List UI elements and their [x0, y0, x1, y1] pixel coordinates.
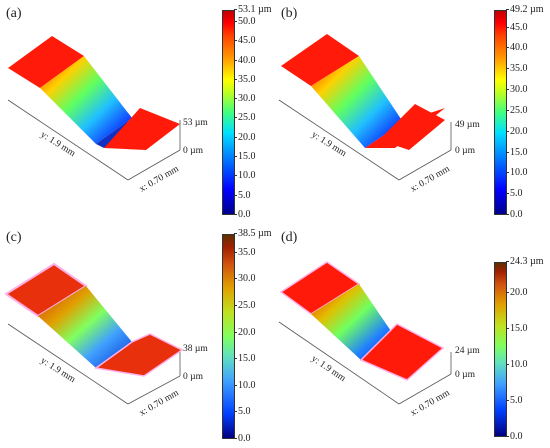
colorbar-tick-label: 35.0: [234, 246, 256, 258]
colorbar-tick-label: 10.0: [234, 170, 256, 182]
lower-plateau: [104, 108, 180, 150]
colorbar-tick-label: 25.0: [234, 112, 256, 124]
colorbar-tick-label: 0.0: [506, 209, 523, 220]
colorbar-tick-label: 10.0: [234, 379, 256, 391]
axis-x-line: [127, 149, 181, 181]
axis-x-line: [127, 375, 181, 405]
colorbar-tick-label: 5.0: [506, 394, 523, 406]
colorbar-tick-label: 40.0: [234, 54, 256, 66]
panel-label: (d): [281, 230, 298, 245]
colorbar-tick-label: 49.2 µm: [506, 4, 544, 15]
colorbar-tick-label: 20.0: [506, 125, 528, 137]
slope-surface: [311, 284, 393, 360]
colorbar-tick-label: 24.3 µm: [506, 256, 544, 267]
slope-surface: [38, 286, 132, 368]
z-bottom-label: 0 µm: [455, 146, 475, 156]
axis-x-line: [398, 149, 452, 181]
colorbar: [222, 234, 235, 439]
colorbar-tick-label: 10.0: [506, 167, 528, 179]
colorbar-tick-label: 5.0: [234, 406, 251, 418]
colorbar-tick-label: 38.5 µm: [234, 228, 272, 239]
slope-surface: [40, 56, 132, 144]
panel-label: (c): [6, 230, 22, 245]
colorbar: [494, 262, 507, 437]
surface-plot: [4, 262, 184, 405]
surface-plot: [7, 36, 181, 181]
axis-y-line: [7, 99, 129, 181]
colorbar-tick-label: 30.0: [234, 93, 256, 105]
colorbar-tick-label: 15.0: [234, 353, 256, 365]
colorbar-tick-label: 25.0: [234, 299, 256, 311]
colorbar-tick-label: 40.0: [506, 42, 528, 54]
colorbar-tick-label: 10.0: [506, 358, 528, 370]
colorbar-tick-label: 35.0: [506, 63, 528, 75]
axis-y-line: [7, 323, 129, 405]
colorbar: [222, 10, 235, 215]
colorbar: [494, 10, 507, 215]
panel-b: (b) 49.2 µm 45.0 40.0 35.0 30.0 25.0 20.0 15.0 1…: [275, 0, 550, 224]
lower-plateau: [94, 333, 184, 377]
axis-x-line: [398, 373, 452, 405]
z-bottom-label: 0 µm: [455, 370, 475, 380]
colorbar-tick-label: 20.0: [234, 131, 256, 143]
colorbar-tick-label: 30.0: [506, 84, 528, 95]
colorbar-tick-label: 20.0: [506, 286, 528, 298]
upper-plateau: [8, 36, 84, 88]
colorbar-tick-label: 53.1 µm: [234, 4, 272, 15]
z-top-label: 24 µm: [455, 346, 480, 356]
z-top-label: 49 µm: [455, 120, 480, 130]
axis-y-line: [278, 321, 400, 405]
colorbar-tick-label: 15.0: [234, 151, 256, 163]
surface-plot: [278, 34, 452, 181]
colorbar-tick-label: 20.0: [234, 326, 256, 338]
colorbar-tick-label: 0.0: [234, 209, 251, 220]
lower-plateau-top: [379, 104, 445, 150]
colorbar-tick-label: 0.0: [234, 433, 251, 444]
colorbar-tick-label: 45.0: [234, 35, 256, 47]
z-bottom-label: 0 µm: [183, 146, 203, 156]
surface-plot: [278, 261, 452, 405]
colorbar-tick-label: 35.0: [234, 73, 256, 85]
axis-y-line: [278, 99, 400, 181]
panel-label: (a): [6, 6, 22, 21]
colorbar-tick-label: 30.0: [234, 273, 256, 285]
panel-label: (b): [281, 6, 298, 21]
z-top-label: 38 µm: [183, 344, 208, 354]
panel-c: (c) 38.5 µm 35.0 30.0 25.0 20.0 15.0 10.0 5.0 0.…: [0, 224, 275, 448]
colorbar-tick-label: 50.0: [234, 15, 256, 27]
colorbar-tick-label: 15.0: [506, 322, 528, 334]
colorbar-tick-label: 45.0: [506, 21, 528, 33]
panel-d: (d) 24.3 µm 20.0 15.0 10.0 5.0 0.0 24 µm 0 µm…: [275, 224, 550, 448]
colorbar-tick-label: 15.0: [506, 146, 528, 158]
panel-a: (a) 53.1 µm 50.0 45.0 40.0 35.0 30.0 25.0 20.0 1…: [0, 0, 275, 224]
z-top-label: 53 µm: [183, 118, 208, 128]
colorbar-tick-label: 0.0: [506, 431, 523, 442]
lower-plateau: [359, 323, 445, 381]
z-bottom-label: 0 µm: [183, 372, 203, 382]
colorbar-tick-label: 5.0: [234, 189, 251, 201]
colorbar-tick-label: 5.0: [506, 188, 523, 200]
upper-plateau: [281, 34, 359, 86]
colorbar-tick-label: 25.0: [506, 104, 528, 116]
slope-surface: [311, 56, 403, 148]
